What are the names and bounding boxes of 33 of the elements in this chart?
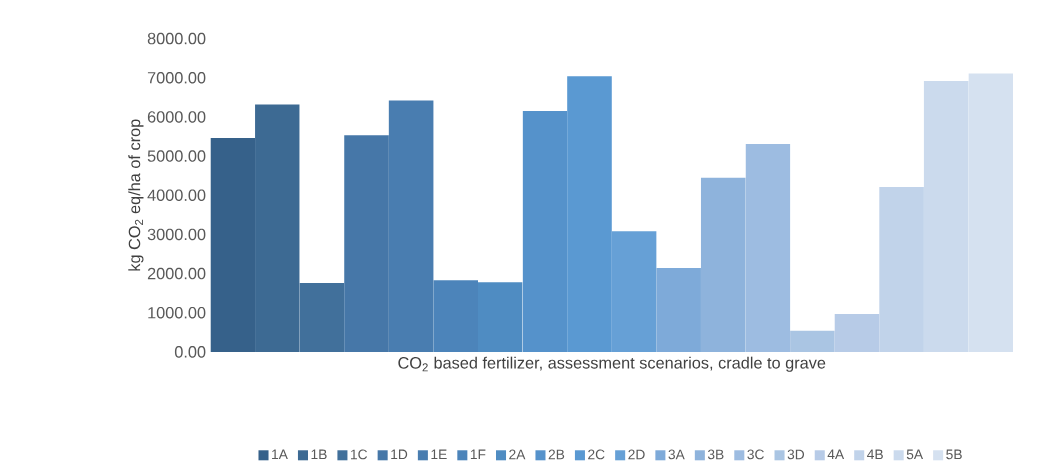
legend-label: 3B [707, 449, 724, 460]
y-axis-title: kg CO$_{2}$ eq/ha of crop [128, 119, 144, 271]
legend-label: 1A [272, 449, 288, 459]
y-tick-label: 8000.00 [147, 32, 206, 45]
legend-label: 5A [906, 449, 924, 460]
legend-label: 2A [509, 449, 526, 459]
legend-label: 1F [470, 449, 486, 459]
legend-label: 4B [867, 449, 883, 459]
y-tick-label: 1000.00 [148, 306, 206, 319]
y-tick-label: 2000.00 [147, 267, 206, 280]
y-tick-label: 0.00 [174, 345, 206, 358]
bar [745, 143, 791, 352]
y-tick-label: 5000.00 [147, 150, 206, 162]
legend-label: 3C [747, 449, 764, 460]
bar [656, 267, 701, 352]
bar [790, 330, 835, 352]
legend-label: 1E [431, 449, 447, 459]
legend-label: 2B [548, 449, 565, 459]
y-tick-label: 6000.00 [147, 110, 206, 123]
legend-label: 3D [787, 449, 805, 460]
bar [700, 177, 746, 352]
legend-label: 4A [827, 449, 845, 459]
legend-label: 2C [588, 449, 605, 460]
legend-label: 2D [628, 449, 645, 459]
y-tick-label: 7000.00 [147, 71, 206, 84]
legend-label: 5B [946, 449, 962, 460]
legend-label: 3A [668, 449, 685, 460]
y-tick-label: 4000.00 [147, 189, 206, 201]
x-axis-title: CO$_{2}$ based fertilizer, assessment scenarios, cradle to grave [398, 356, 826, 372]
legend-label: 1C [351, 449, 368, 460]
y-tick-label: 3000.00 [147, 228, 206, 240]
legend-label: 1B [311, 449, 327, 459]
legend-label: 1D [391, 449, 408, 459]
